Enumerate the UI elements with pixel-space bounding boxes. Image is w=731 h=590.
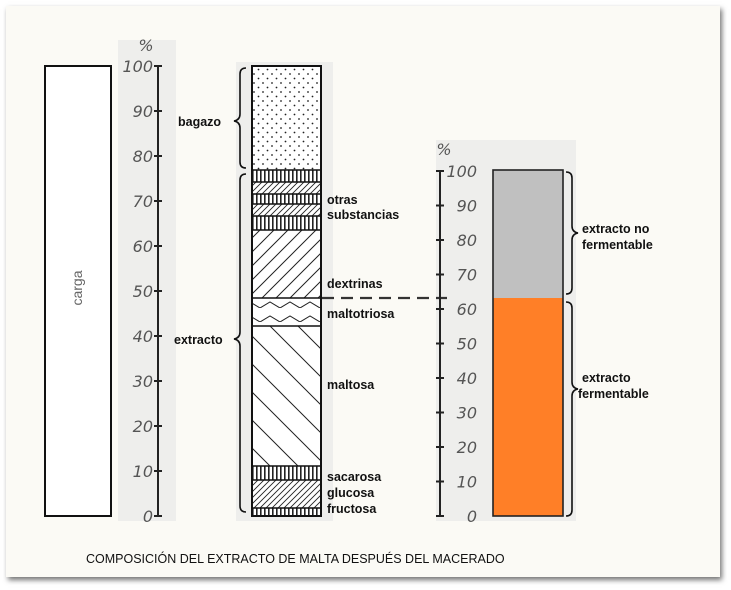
figure-caption: COMPOSICIÓN DEL EXTRACTO DE MALTA DESPUÉ…: [86, 552, 505, 566]
right-axis-tick-label: 70: [457, 266, 477, 285]
dextrinas-segment: [252, 230, 321, 298]
sacarosa-segment: [252, 466, 321, 480]
left-axis-tick-label: 80: [133, 147, 153, 166]
fermentable-brace: [565, 301, 579, 517]
otras-label-line2: substancias: [327, 208, 399, 222]
left-axis-tick-label: 90: [133, 102, 153, 121]
carga-bar: [44, 65, 112, 517]
dextrinas-label: dextrinas: [327, 277, 383, 291]
sacarosa-label: sacarosa: [327, 470, 382, 484]
right-axis-tick-label: 80: [457, 231, 477, 250]
glucosa-label: glucosa: [327, 486, 375, 500]
glucosa-segment: [252, 480, 321, 508]
fermentable-label-line1: extracto: [582, 371, 631, 385]
carga-label: carga: [69, 270, 85, 305]
right-axis-tick-label: 20: [457, 438, 477, 457]
left-axis-tick-label: 20: [133, 417, 153, 436]
left-axis-tick-label: 50: [133, 282, 153, 301]
bagazo-label: bagazo: [178, 115, 221, 129]
maltosa-label: maltosa: [327, 378, 375, 392]
figure-frame: carga % 100 90 80 70 60 50 40 30 20 10 0: [6, 6, 720, 577]
left-axis-unit: %: [138, 36, 153, 55]
otras-label-line1: otras: [327, 193, 358, 207]
right-axis-tick-label: 30: [457, 404, 477, 423]
left-axis-tick-label: 10: [133, 462, 153, 481]
no-fermentable-label-line2: fermentable: [582, 238, 653, 252]
right-axis-unit: %: [436, 140, 451, 159]
left-axis-tick-label: 100: [122, 57, 153, 76]
left-axis-tick-label: 70: [133, 192, 153, 211]
column3-border: [492, 169, 564, 517]
left-axis-tick-label: 30: [133, 372, 153, 391]
otras-hatch-segment: [252, 182, 321, 194]
fructosa-label: fructosa: [327, 502, 377, 516]
otras-vlines-segment: [252, 170, 321, 182]
composition-bar-border: [251, 65, 322, 517]
otras-vlines-segment-3: [252, 216, 321, 230]
composition-column: [251, 65, 322, 517]
right-axis-tick-label: 60: [457, 300, 477, 319]
fermentable-label-line2: fermentable: [578, 387, 649, 401]
right-axis-tick-label: 0: [467, 507, 477, 526]
maltosa-segment: [252, 326, 321, 466]
bagazo-brace: [233, 67, 247, 169]
axis-panel-left: [118, 40, 176, 521]
no-fermentable-brace: [565, 171, 579, 295]
right-axis-tick-label: 100: [446, 162, 477, 181]
otras-vlines-segment-2: [252, 194, 321, 204]
left-axis-tick-label: 60: [133, 237, 153, 256]
extracto-no-fermentable-bar: [493, 170, 563, 298]
right-axis-tick-label: 10: [457, 473, 477, 492]
right-axis-tick-label: 90: [457, 197, 477, 216]
right-axis-tick-label: 40: [457, 369, 477, 388]
extracto-brace: [233, 173, 247, 513]
maltotriosa-label: maltotriosa: [327, 307, 395, 321]
left-axis-tick-label: 40: [133, 327, 153, 346]
extracto-fermentable-bar: [493, 298, 563, 516]
no-fermentable-label-line1: extracto no: [582, 222, 650, 236]
otras-hatch-segment-2: [252, 204, 321, 216]
fructosa-segment: [252, 508, 321, 516]
left-axis-tick-label: 0: [143, 507, 153, 526]
bagazo-segment: [252, 66, 321, 170]
extracto-label: extracto: [174, 333, 223, 347]
right-axis-tick-label: 50: [457, 335, 477, 354]
maltotriosa-segment: [252, 298, 321, 326]
